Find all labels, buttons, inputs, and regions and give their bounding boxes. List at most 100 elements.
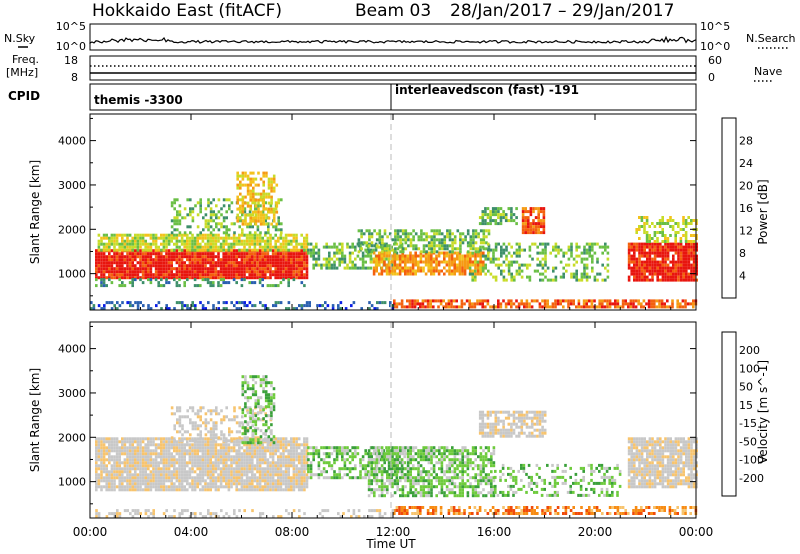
heatmap-cell: [102, 446, 106, 450]
heatmap-cell: [201, 476, 205, 480]
heatmap-cell: [241, 213, 244, 217]
heatmap-cell: [193, 437, 197, 441]
heatmap-cell: [240, 482, 244, 486]
heatmap-cell: [400, 305, 404, 309]
heatmap-cell: [188, 458, 192, 462]
heatmap-cell: [188, 470, 192, 474]
heatmap-cell: [266, 461, 270, 465]
heatmap-cell: [181, 307, 184, 311]
heatmap-cell: [369, 248, 373, 252]
heatmap-cell: [160, 307, 163, 311]
heatmap-cell: [121, 276, 124, 280]
heatmap-cell: [254, 207, 257, 211]
heatmap-cell: [534, 228, 538, 232]
heatmap-cell: [162, 440, 166, 444]
heatmap-cell: [147, 252, 150, 256]
heatmap-cell: [243, 255, 246, 259]
freq-unit: [MHz]: [6, 66, 38, 79]
heatmap-cell: [300, 455, 304, 459]
heatmap-cell: [167, 467, 171, 471]
heatmap-cell: [532, 207, 535, 211]
heatmap-cell: [337, 307, 340, 311]
heatmap-cell: [305, 264, 309, 268]
heatmap-cell: [178, 470, 181, 474]
heatmap-cell: [245, 446, 249, 450]
heatmap-cell: [167, 479, 171, 483]
heatmap-cell: [95, 276, 98, 280]
heatmap-cell: [643, 260, 646, 264]
heatmap-cell: [394, 241, 397, 245]
heatmap-cell: [305, 464, 309, 468]
heatmap-cell: [204, 267, 207, 271]
heatmap-cell: [139, 239, 142, 243]
heatmap-cell: [267, 207, 271, 211]
heatmap-cell: [264, 255, 267, 259]
heatmap-cell: [118, 255, 121, 259]
heatmap-cell: [411, 263, 415, 267]
heatmap-cell: [236, 216, 239, 220]
heatmap-cell: [267, 186, 271, 190]
heatmap-cell: [232, 236, 236, 240]
heatmap-cell: [395, 242, 399, 246]
heatmap-cell: [643, 266, 646, 270]
heatmap-cell: [206, 470, 210, 474]
heatmap-cell: [113, 248, 116, 252]
heatmap-cell: [269, 264, 272, 268]
heatmap-cell: [679, 302, 682, 306]
heatmap-cell: [502, 269, 506, 273]
heatmap-cell: [388, 254, 391, 258]
heatmap-cell: [659, 248, 662, 252]
heatmap-cell: [684, 240, 688, 243]
heatmap-cell: [638, 266, 641, 270]
heatmap-cell: [365, 244, 369, 248]
heatmap-cell: [100, 479, 103, 483]
heatmap-cell: [128, 239, 132, 243]
heatmap-cell: [188, 485, 192, 489]
heatmap-cell: [186, 437, 189, 441]
heatmap-cell: [527, 216, 530, 220]
heatmap-cell: [95, 258, 98, 262]
heatmap-cell: [225, 281, 228, 285]
heatmap-cell: [157, 248, 160, 252]
heatmap-cell: [95, 278, 98, 282]
heatmap-cell: [108, 437, 111, 441]
heatmap-cell: [219, 482, 223, 486]
heatmap-cell: [178, 479, 181, 483]
heatmap-cell: [105, 452, 108, 456]
heatmap-cell: [406, 269, 410, 273]
heatmap-cell: [419, 305, 422, 309]
heatmap-cell: [417, 254, 420, 258]
heatmap-cell: [110, 464, 114, 468]
heatmap-cell: [391, 238, 395, 242]
heatmap-cell: [287, 464, 290, 468]
heatmap-cell: [207, 228, 210, 232]
heatmap-cell: [246, 192, 250, 196]
cpid-entry-1: themis -3300: [94, 93, 183, 107]
heatmap-cell: [105, 458, 108, 462]
heatmap-cell: [232, 476, 236, 480]
heatmap-cell: [181, 433, 184, 437]
heatmap-cell: [284, 261, 288, 265]
heatmap-cell: [408, 302, 412, 306]
heatmap-cell: [540, 207, 543, 211]
heatmap-cell: [189, 433, 192, 437]
heatmap-cell: [666, 254, 670, 258]
heatmap-cell: [642, 299, 646, 303]
heatmap-cell: [217, 301, 220, 305]
heatmap-cell: [487, 269, 490, 273]
heatmap-cell: [222, 449, 225, 453]
heatmap-cell: [274, 261, 277, 265]
heatmap-cell: [170, 436, 174, 440]
heatmap-cell: [656, 254, 659, 258]
heatmap-cell: [284, 455, 288, 459]
heatmap-cell: [257, 192, 260, 196]
heatmap-cell: [420, 250, 423, 254]
heatmap-cell: [542, 219, 546, 223]
heatmap-cell: [292, 488, 296, 492]
heatmap-cell: [309, 248, 313, 252]
heatmap-cell: [196, 446, 199, 450]
heatmap-cell: [542, 228, 546, 232]
heatmap-cell: [261, 273, 264, 277]
heatmap-cell: [225, 406, 228, 410]
heatmap-cell: [212, 461, 215, 465]
